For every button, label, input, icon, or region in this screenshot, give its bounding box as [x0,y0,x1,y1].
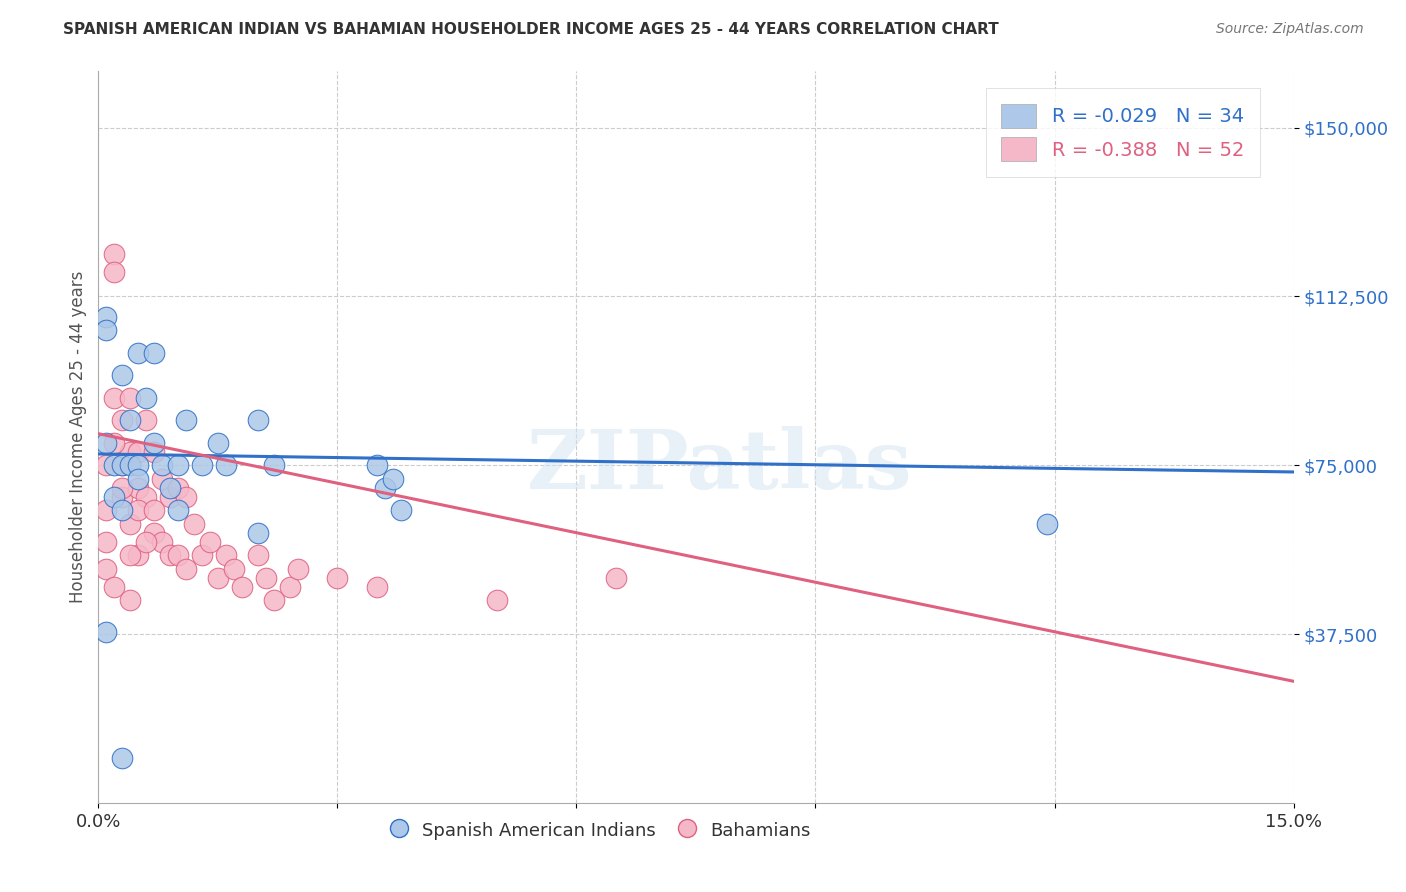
Point [263,458,285,473]
Point [191,548,214,562]
Point [183,516,205,531]
Point [120,593,142,607]
Point [167,481,190,495]
Point [207,435,229,450]
Point [143,444,166,458]
Point [174,562,197,576]
Legend: Spanish American Indians, Bahamians: Spanish American Indians, Bahamians [382,812,818,848]
Point [127,345,149,359]
Point [174,490,197,504]
Point [1035,516,1057,531]
Point [389,503,412,517]
Point [96,435,118,450]
Point [167,548,190,562]
Point [103,580,125,594]
Point [111,413,134,427]
Point [96,503,118,517]
Point [135,391,157,405]
Point [103,265,125,279]
Point [111,490,134,504]
Point [111,503,134,517]
Point [96,458,118,473]
Point [120,444,142,458]
Point [127,458,149,473]
Point [103,490,125,504]
Point [246,413,269,427]
Point [127,548,149,562]
Point [150,472,173,486]
Point [366,458,388,473]
Point [96,323,118,337]
Point [135,490,157,504]
Point [120,516,142,531]
Point [191,458,214,473]
Point [278,580,301,594]
Point [96,562,118,576]
Point [366,580,388,594]
Point [127,444,149,458]
Point [231,580,253,594]
Point [111,368,134,383]
Point [103,458,125,473]
Point [287,562,309,576]
Text: Source: ZipAtlas.com: Source: ZipAtlas.com [1216,22,1364,37]
Point [120,391,142,405]
Point [111,458,134,473]
Point [120,548,142,562]
Point [103,246,125,260]
Point [246,525,269,540]
Point [167,503,190,517]
Point [159,490,181,504]
Point [207,571,229,585]
Point [143,345,166,359]
Point [135,534,157,549]
Point [254,571,277,585]
Point [263,593,285,607]
Point [120,413,142,427]
Point [120,458,142,473]
Point [143,503,166,517]
Point [159,548,181,562]
Point [167,458,190,473]
Point [215,458,238,473]
Point [198,534,221,549]
Point [103,391,125,405]
Text: SPANISH AMERICAN INDIAN VS BAHAMIAN HOUSEHOLDER INCOME AGES 25 - 44 YEARS CORREL: SPANISH AMERICAN INDIAN VS BAHAMIAN HOUS… [63,22,1000,37]
Point [135,413,157,427]
Point [159,481,181,495]
Point [111,481,134,495]
Point [382,472,405,486]
Point [215,548,238,562]
Point [326,571,349,585]
Point [485,593,508,607]
Point [150,534,173,549]
Point [111,751,134,765]
Point [605,571,627,585]
Point [174,413,197,427]
Point [246,548,269,562]
Point [103,435,125,450]
Point [150,458,173,473]
Point [96,624,118,639]
Point [374,481,396,495]
Point [96,534,118,549]
Text: ZIPatlas: ZIPatlas [527,426,912,507]
Point [127,503,149,517]
Point [143,525,166,540]
Y-axis label: Householder Income Ages 25 - 44 years: Householder Income Ages 25 - 44 years [69,271,87,603]
Point [127,481,149,495]
Point [96,310,118,324]
Point [111,458,134,473]
Point [222,562,245,576]
Point [143,435,166,450]
Point [127,472,149,486]
